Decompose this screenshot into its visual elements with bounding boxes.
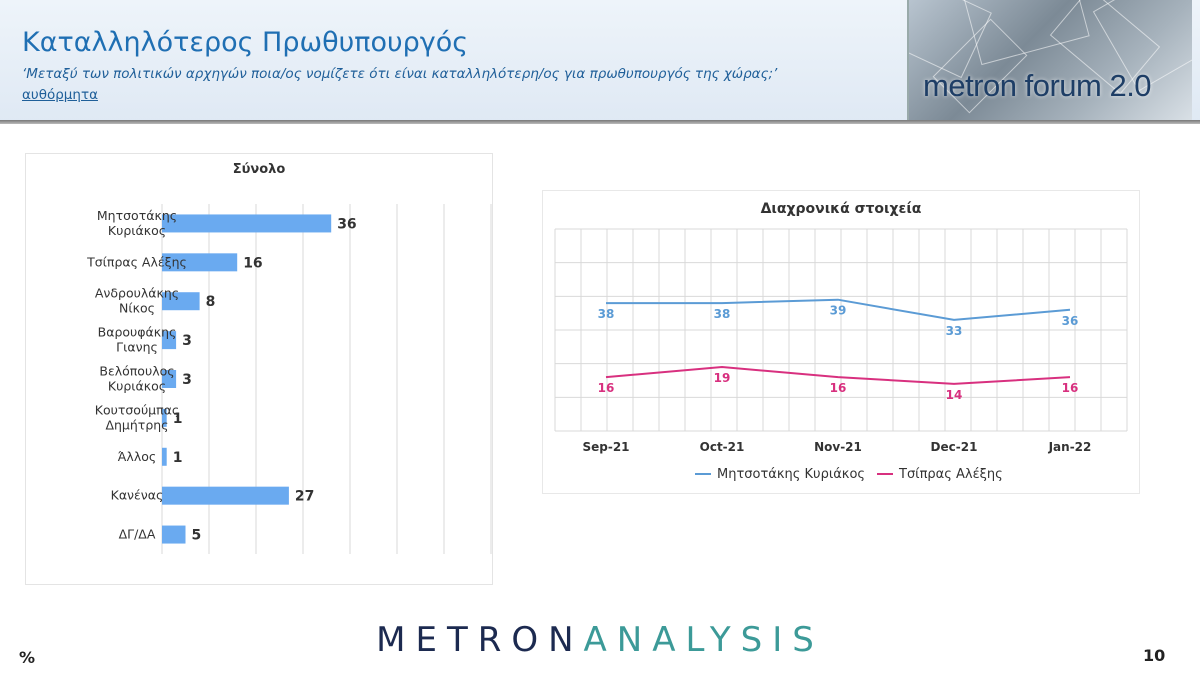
metron-forum-logo: metron forum 2.0 bbox=[907, 0, 1192, 120]
survey-question: ‘Μεταξύ των πολιτικών αρχηγών ποια/ος νο… bbox=[22, 66, 778, 82]
bar-value-label: 16 bbox=[243, 255, 262, 271]
header-divider bbox=[0, 120, 1200, 124]
bar bbox=[162, 486, 289, 505]
data-label: 16 bbox=[830, 381, 847, 395]
brand-part-metron: METRON bbox=[376, 620, 584, 660]
page-number: 10 bbox=[1143, 646, 1166, 665]
data-label: 16 bbox=[1062, 381, 1079, 395]
bar-category-label: Κυριάκος bbox=[108, 223, 166, 238]
bar-category-label: ΔΓ/ΔΑ bbox=[119, 527, 156, 542]
bar-category-label: Βελόπουλος bbox=[99, 364, 174, 379]
data-label: 38 bbox=[714, 307, 731, 321]
x-tick-label: Dec-21 bbox=[931, 440, 978, 454]
data-label: 38 bbox=[598, 307, 615, 321]
data-label: 14 bbox=[946, 388, 963, 402]
data-label: 39 bbox=[830, 304, 847, 318]
page-title: Καταλληλότερος Πρωθυπουργός bbox=[22, 27, 469, 58]
brand-part-analysis: ANALYSIS bbox=[583, 620, 824, 660]
bar-value-label: 3 bbox=[182, 372, 192, 388]
x-tick-label: Oct-21 bbox=[700, 440, 745, 454]
x-tick-label: Nov-21 bbox=[814, 440, 862, 454]
bar bbox=[162, 214, 332, 233]
bar-category-label: Κανένας bbox=[111, 488, 164, 503]
bar-chart-title: Σύνολο bbox=[232, 162, 286, 177]
bar-category-label: Γιανης bbox=[116, 340, 158, 355]
bar-value-label: 36 bbox=[337, 216, 356, 232]
bar-category-label: Νίκος bbox=[119, 301, 155, 316]
bar bbox=[162, 253, 238, 272]
data-label: 16 bbox=[598, 381, 615, 395]
series-line bbox=[605, 366, 1071, 385]
bar-value-label: 8 bbox=[206, 294, 216, 310]
bar bbox=[162, 292, 200, 311]
response-type-label: αυθόρμητα bbox=[22, 87, 98, 103]
series-line bbox=[606, 298, 1071, 321]
bar-value-label: 5 bbox=[192, 528, 202, 544]
bar bbox=[162, 408, 167, 427]
line-chart-panel: Διαχρονικά στοιχεία Sep-21 Oct-21 Nov-21 De… bbox=[542, 190, 1140, 494]
bar-category-label: Κυριάκος bbox=[108, 379, 166, 394]
bar-category-label: Ανδρουλάκης bbox=[95, 286, 179, 301]
legend-label: Τσίπρας Αλέξης bbox=[898, 467, 1003, 482]
bar bbox=[162, 370, 177, 388]
logo-text: metron forum 2.0 bbox=[923, 68, 1152, 103]
bar-value-label: 3 bbox=[182, 333, 192, 349]
line-chart: Sep-21 Oct-21 Nov-21 Dec-21 Jan-22 38 38 39 33 36… bbox=[554, 228, 1128, 482]
bar-category-label: Δημήτρης bbox=[105, 417, 168, 432]
bar bbox=[162, 447, 167, 466]
line-chart-title: Διαχρονικά στοιχεία bbox=[760, 201, 922, 217]
bar-value-label: 1 bbox=[173, 450, 183, 466]
data-label: 19 bbox=[714, 371, 731, 385]
legend-label: Μητσοτάκης Κυριάκος bbox=[717, 467, 865, 482]
data-label: 36 bbox=[1062, 314, 1079, 328]
bar-category-label: Άλλος bbox=[118, 449, 156, 464]
bar-category-label: Βαρουφάκης bbox=[98, 325, 177, 340]
x-tick-label: Jan-22 bbox=[1048, 440, 1092, 454]
bar-category-label: Κουτσούμπας bbox=[95, 402, 179, 417]
bar-value-label: 27 bbox=[295, 489, 314, 505]
metron-analysis-brand: METRONANALYSIS bbox=[0, 620, 1200, 660]
bar-category-label: Μητσοτάκης bbox=[97, 208, 177, 223]
bar-value-label: 1 bbox=[173, 411, 183, 427]
bar bbox=[162, 331, 177, 350]
bar-category-label: Τσίπρας Αλέξης bbox=[86, 254, 187, 269]
header-banner: Καταλληλότερος Πρωθυπουργός ‘Μεταξύ των … bbox=[0, 0, 1200, 122]
data-label: 33 bbox=[946, 324, 963, 338]
bar bbox=[162, 525, 186, 544]
unit-label: % bbox=[19, 648, 36, 667]
x-tick-label: Sep-21 bbox=[582, 440, 629, 454]
bar-chart-panel: Σύνολο 36 Μητσοτάκης Κυριάκος 16 Τσίπρας Αλέ… bbox=[25, 153, 493, 585]
